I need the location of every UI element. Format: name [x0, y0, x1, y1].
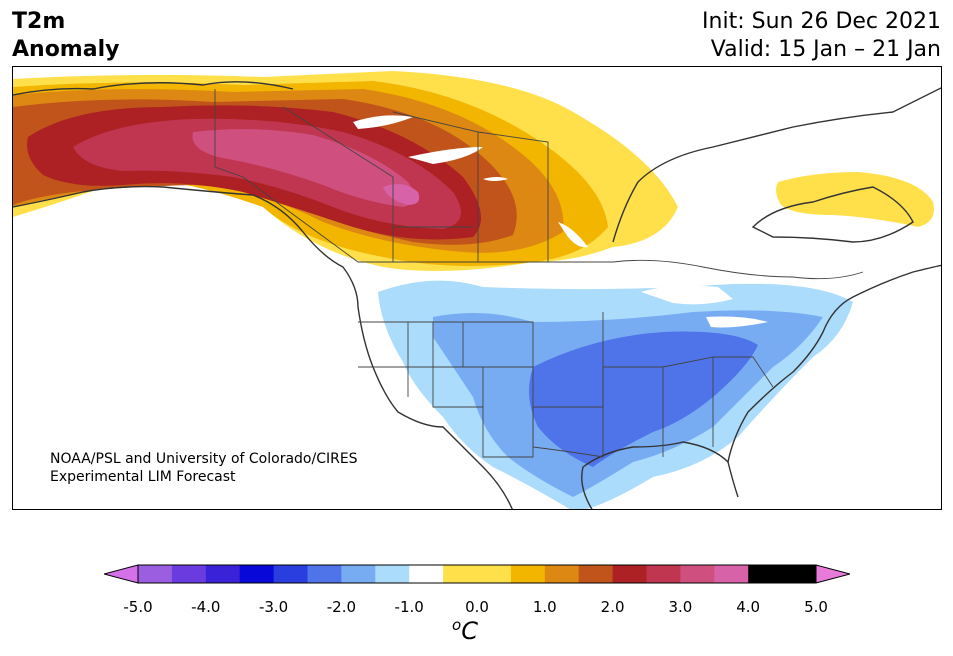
colorbar-tick-label: -3.0 — [258, 598, 289, 616]
warm-anomaly-region — [13, 71, 934, 271]
colorbar-bin — [341, 565, 376, 583]
anomaly-map: NOAA/PSL and University of Colorado/CIRE… — [12, 66, 942, 510]
title-line-1: T2m — [12, 9, 66, 34]
colorbar-tick-label: -4.0 — [191, 598, 221, 616]
colorbar-bins — [138, 565, 817, 583]
credit-line-2: Experimental LIM Forecast — [50, 469, 236, 485]
forecast-dates: Init: Sun 26 Dec 2021 Valid: 15 Jan – 21… — [702, 8, 941, 64]
colorbar-tick-label: 2.0 — [600, 598, 625, 616]
colorbar-bin — [375, 565, 410, 583]
colorbar-outline — [137, 564, 817, 584]
colorbar-tick-label: -5.0 — [123, 598, 153, 616]
colorbar-under-arrow — [104, 564, 139, 584]
colorbar-tick-label: 1.0 — [532, 598, 557, 616]
colorbar-tick-label: 3.0 — [668, 598, 693, 616]
colorbar-bin — [612, 565, 647, 583]
colorbar-bin — [748, 565, 783, 583]
colorbar-over-arrow — [815, 564, 850, 584]
colorbar-bin — [544, 565, 580, 583]
colorbar-tick-label: 0.0 — [465, 598, 489, 616]
colorbar-tick-label: -2.0 — [326, 598, 357, 616]
colorbar-bin — [138, 565, 173, 583]
unit-celsius: C — [461, 617, 478, 645]
political-borders — [214, 89, 864, 458]
colorbar-tick-label: 4.0 — [736, 598, 761, 616]
colorbar-bin — [510, 565, 546, 583]
init-date: Init: Sun 26 Dec 2021 — [702, 9, 941, 34]
colorbar-bin — [646, 565, 681, 583]
map-canvas — [13, 71, 941, 509]
colorbar-tick-label: 5.0 — [804, 598, 828, 616]
credit-text: NOAA/PSL and University of Colorado/CIRE… — [50, 450, 358, 486]
colorbar-bin — [680, 565, 715, 583]
colorbar-tick-label: -1.0 — [394, 598, 424, 616]
title-line-2: Anomaly — [12, 37, 120, 62]
colorbar-bin — [205, 565, 241, 583]
valid-range: Valid: 15 Jan – 21 Jan — [710, 37, 941, 62]
colorbar-bin — [273, 565, 308, 583]
map-title: T2m Anomaly — [12, 8, 119, 64]
colorbar-bin — [443, 565, 512, 583]
lakes — [353, 115, 768, 328]
colorbar-bin — [714, 565, 749, 583]
colorbar-bin — [171, 565, 207, 583]
colorbar-bin — [239, 565, 275, 583]
cool-anomaly-region — [378, 280, 853, 509]
unit-degree: o — [452, 616, 462, 634]
colorbar — [104, 564, 850, 584]
colorbar-bin — [307, 565, 342, 583]
colorbar-bin — [409, 565, 444, 583]
colorbar-bin — [578, 565, 614, 583]
colorbar-bin — [782, 565, 817, 583]
credit-line-1: NOAA/PSL and University of Colorado/CIRE… — [50, 451, 358, 467]
coastlines — [13, 81, 941, 509]
colorbar-unit: oC — [452, 616, 478, 645]
